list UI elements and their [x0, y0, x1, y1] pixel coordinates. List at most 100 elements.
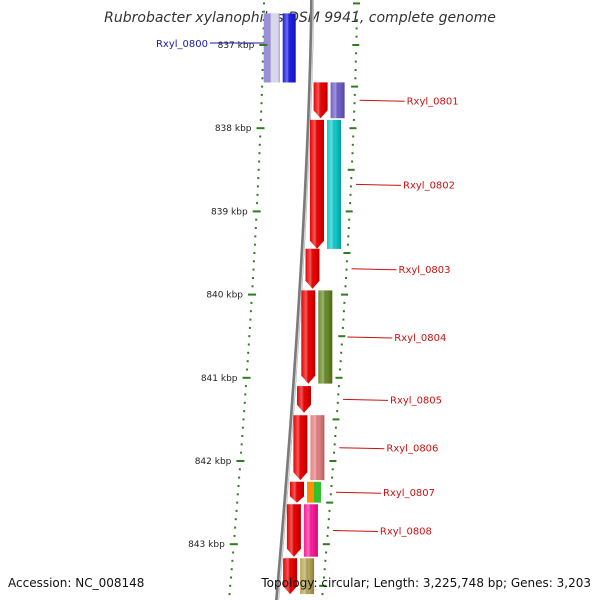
- minor-tick-dot: [262, 52, 265, 55]
- minor-tick-dash: [343, 252, 351, 254]
- gene-label[interactable]: Rxyl_0808: [380, 527, 432, 538]
- minor-tick-dot: [248, 326, 251, 329]
- minor-tick-dot: [261, 69, 264, 71]
- major-tick-mark: [252, 210, 261, 213]
- minor-tick-dot: [341, 326, 344, 329]
- gene-rxyl-0809[interactable]: [283, 558, 315, 595]
- major-tick-mark: [248, 293, 256, 296]
- cog-box-shading: [310, 415, 325, 481]
- minor-tick-dot: [323, 576, 325, 579]
- minor-tick-dot: [347, 235, 350, 238]
- gene-label[interactable]: Rxyl_0805: [390, 395, 442, 406]
- minor-tick-dot: [334, 426, 337, 429]
- gene-label[interactable]: Rxyl_0807: [383, 488, 435, 499]
- minor-tick-dot: [236, 493, 239, 496]
- minor-tick-dot: [347, 227, 350, 229]
- backbone-layer: [274, 0, 314, 600]
- minor-tick-dot: [354, 60, 357, 63]
- minor-tick-dash: [322, 543, 330, 546]
- minor-tick-dot: [355, 52, 358, 55]
- label-leader-line: [347, 336, 393, 339]
- minor-tick-dot: [330, 485, 333, 487]
- gene-rxyl-0802[interactable]: [310, 119, 341, 249]
- minor-tick-dot: [262, 10, 265, 13]
- minor-tick-dot: [353, 93, 356, 96]
- minor-tick-dash: [353, 2, 360, 5]
- minor-tick-dot: [343, 301, 346, 304]
- minor-tick-dash: [338, 335, 346, 338]
- gene-label[interactable]: Rxyl_0804: [394, 333, 446, 344]
- minor-tick-dot: [249, 318, 252, 321]
- minor-tick-dot: [256, 193, 259, 196]
- gene-rxyl-0801[interactable]: [313, 82, 345, 119]
- minor-tick-dot: [230, 576, 232, 579]
- minor-tick-dot: [243, 401, 246, 404]
- minor-tick-dot: [333, 443, 336, 446]
- tick-label: 839 kbp: [211, 207, 248, 217]
- minor-tick-dot: [342, 310, 345, 313]
- minor-tick-dot: [241, 426, 244, 429]
- minor-tick-dot: [355, 27, 358, 30]
- minor-tick-dash: [335, 376, 343, 379]
- minor-tick-dot: [333, 451, 336, 454]
- label-leader-line: [355, 183, 402, 186]
- gene-rxyl-0805[interactable]: [297, 386, 311, 413]
- minor-tick-dash: [352, 44, 360, 46]
- gene-arrow-shading: [283, 558, 298, 595]
- minor-tick-dot: [349, 185, 352, 188]
- minor-tick-dot: [238, 476, 241, 479]
- minor-tick-dot: [260, 102, 263, 105]
- minor-tick-dot: [242, 418, 245, 421]
- minor-tick-dot: [355, 10, 358, 13]
- gene-rxyl-0803[interactable]: [305, 248, 320, 289]
- minor-tick-dot: [253, 243, 256, 246]
- gene-label[interactable]: Rxyl_0800: [156, 39, 208, 50]
- minor-tick-dot: [261, 85, 264, 88]
- tick-label: 842 kbp: [195, 457, 232, 467]
- minor-tick-dash: [345, 210, 353, 213]
- minor-tick-dash: [329, 460, 337, 462]
- minor-tick-dot: [234, 518, 237, 521]
- minor-tick-dot: [260, 110, 263, 113]
- minor-tick-dot: [355, 19, 358, 21]
- gene-label[interactable]: Rxyl_0803: [399, 265, 451, 276]
- minor-tick-dot: [254, 227, 257, 229]
- minor-tick-dot: [353, 102, 356, 105]
- minor-tick-dot: [254, 235, 257, 238]
- gene-label[interactable]: Rxyl_0806: [386, 444, 438, 455]
- gene-rxyl-0808[interactable]: [286, 504, 318, 557]
- minor-tick-dot: [349, 193, 352, 196]
- minor-tick-dot: [253, 252, 256, 254]
- minor-tick-dot: [327, 518, 330, 521]
- minor-tick-dot: [258, 160, 261, 163]
- minor-tick-dot: [231, 559, 234, 562]
- gene-arrow-shading: [301, 290, 316, 384]
- minor-tick-dot: [236, 501, 239, 504]
- gene-arrow-shading: [305, 248, 320, 289]
- gene-rxyl-0807[interactable]: [290, 481, 321, 503]
- label-leader-line: [359, 99, 405, 102]
- minor-tick-dot: [355, 35, 358, 38]
- minor-tick-dot: [337, 385, 340, 388]
- tick-label: 837 kbp: [218, 41, 255, 51]
- gene-arrow-shading: [286, 504, 301, 557]
- gene-arrow-shading: [297, 386, 311, 413]
- cog-stripe-light: [270, 13, 279, 83]
- minor-tick-dot: [262, 27, 265, 30]
- gene-rxyl-0806[interactable]: [293, 415, 325, 481]
- gene-arrow-shading: [290, 481, 304, 503]
- cog-box: [307, 481, 314, 503]
- backbone-line: [274, 0, 314, 600]
- gene-rxyl-0800[interactable]: [263, 13, 296, 83]
- minor-tick-dot: [336, 410, 339, 413]
- gene-label[interactable]: Rxyl_0802: [403, 180, 455, 191]
- minor-tick-dot: [250, 301, 253, 304]
- major-tick-mark: [242, 376, 251, 379]
- gene-rxyl-0804[interactable]: [301, 290, 333, 384]
- minor-tick-dot: [321, 593, 324, 596]
- minor-tick-dot: [346, 243, 349, 246]
- minor-tick-dash: [326, 501, 334, 504]
- gene-label[interactable]: Rxyl_0801: [407, 96, 459, 107]
- minor-tick-dot: [256, 185, 259, 188]
- label-leader-line: [351, 268, 397, 271]
